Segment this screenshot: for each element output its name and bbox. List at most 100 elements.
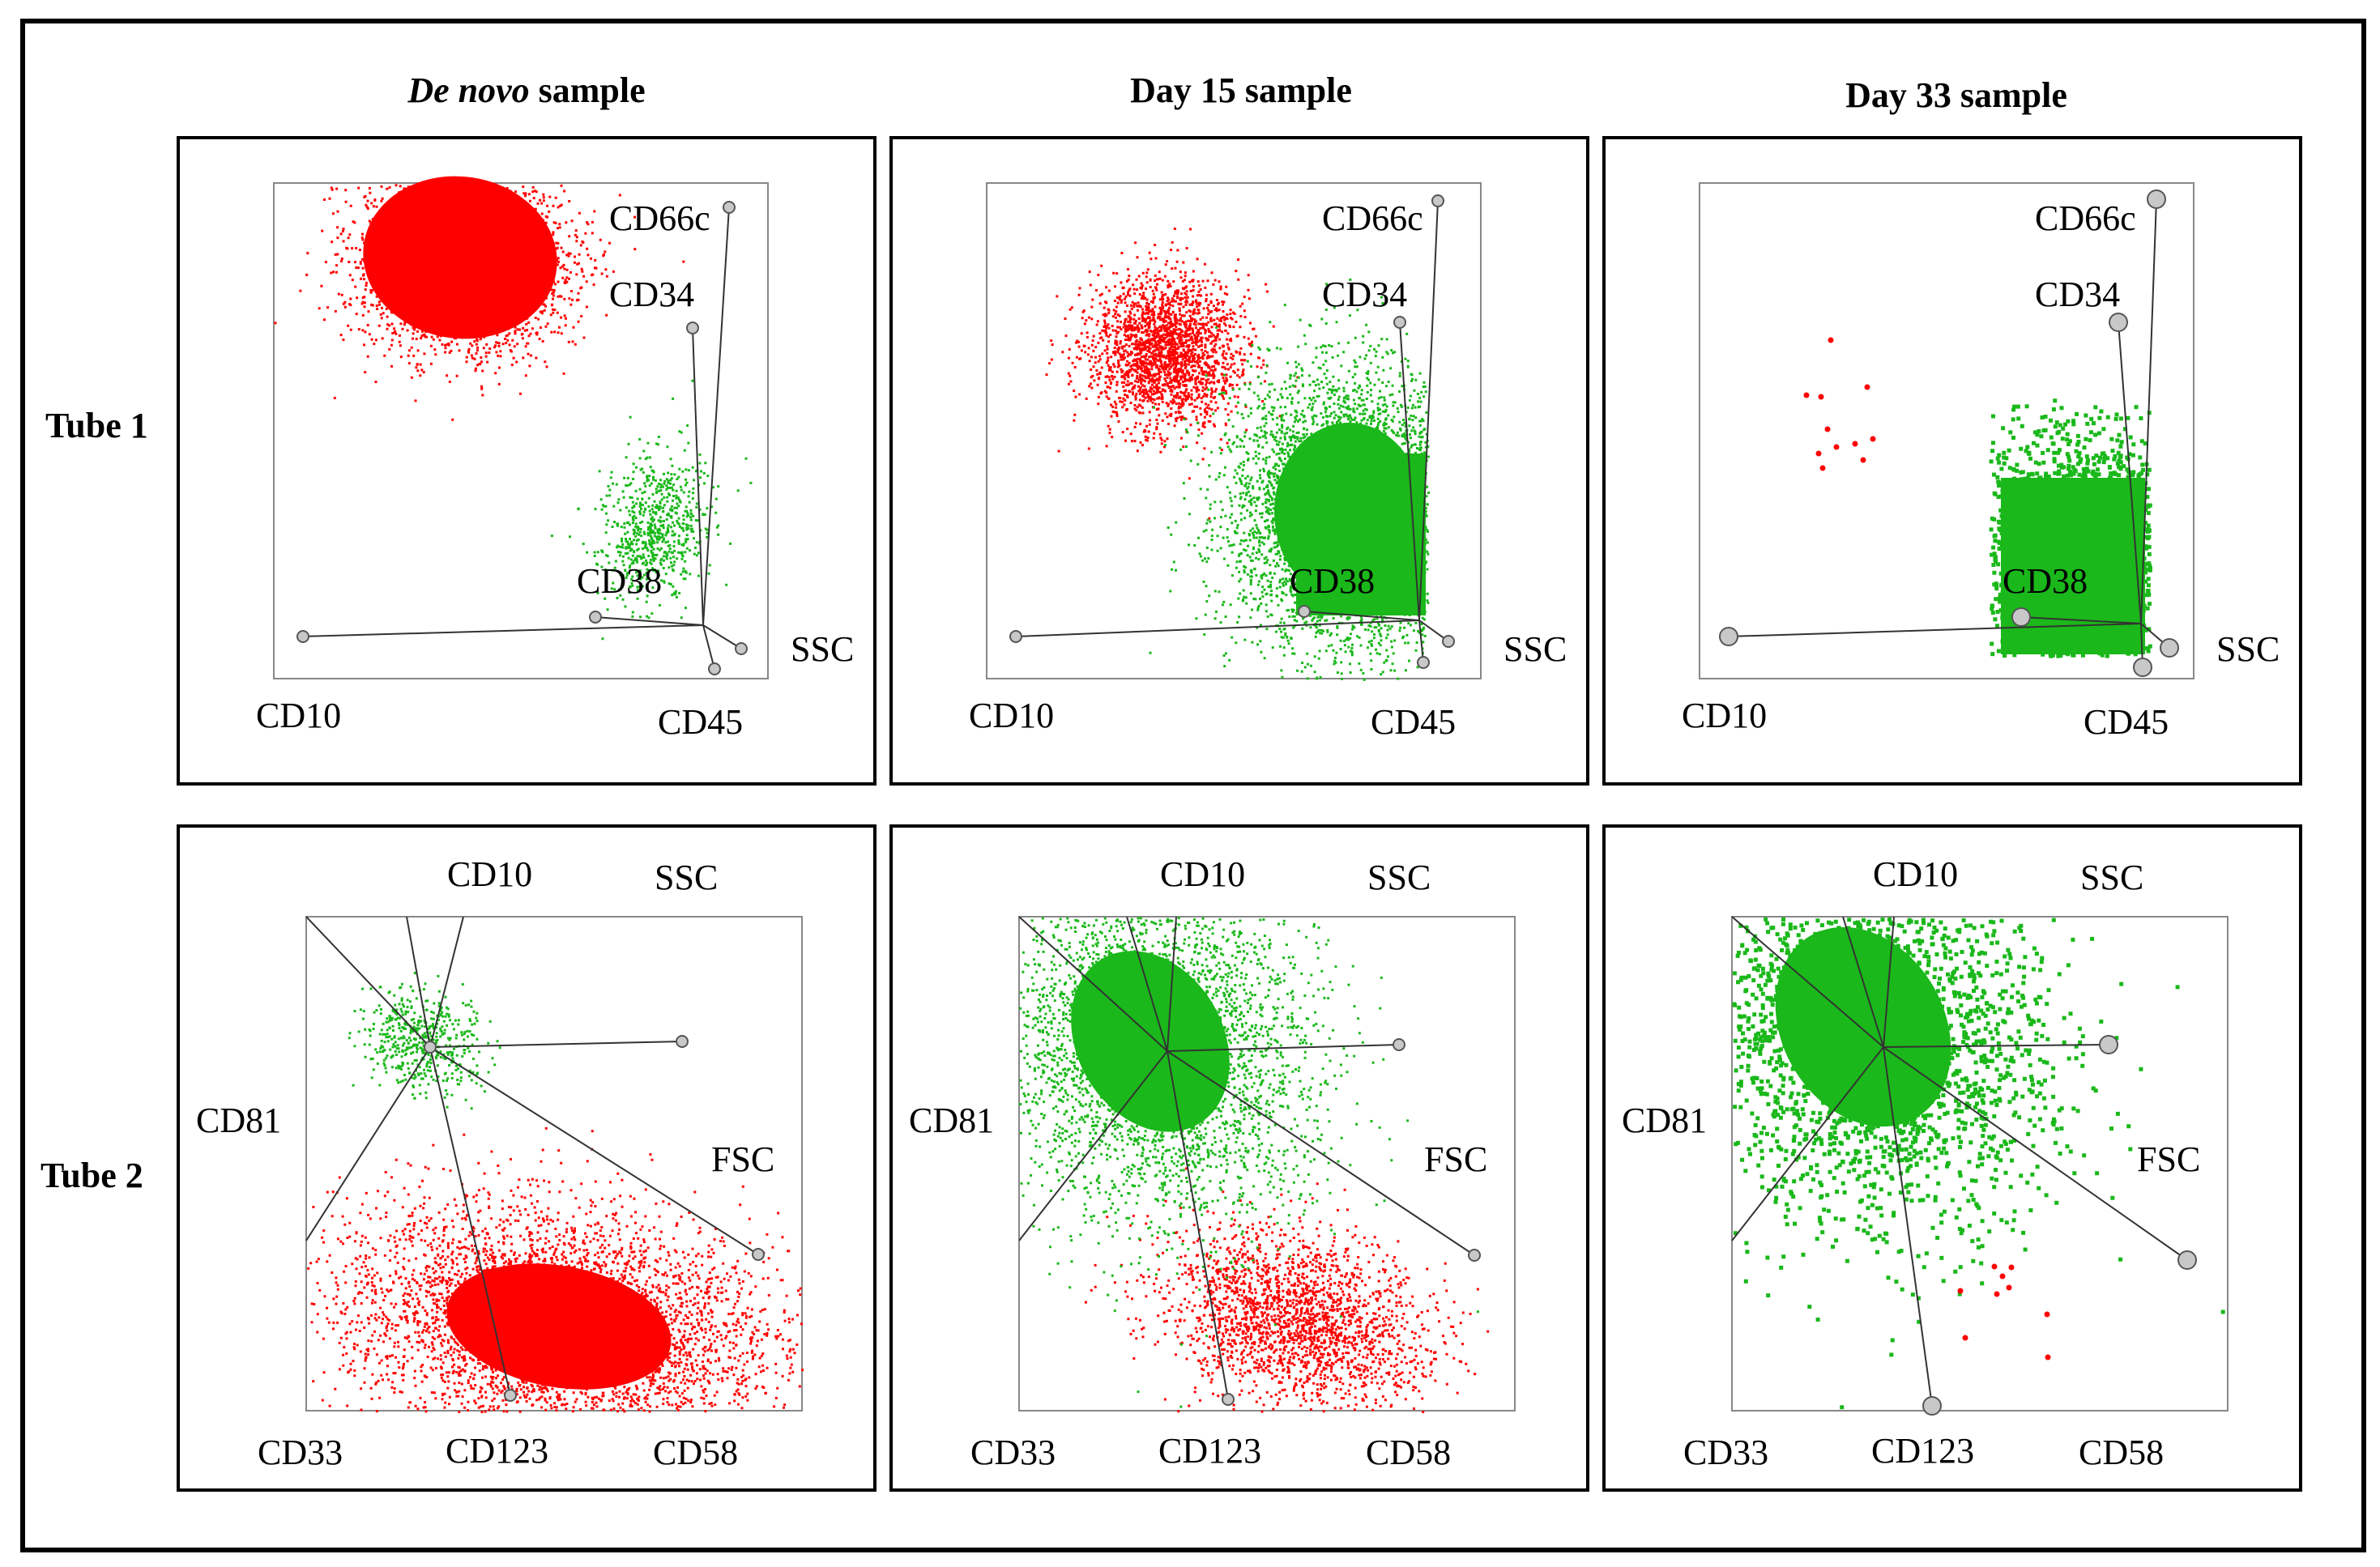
blast-event xyxy=(2044,1311,2050,1318)
fsc-axis-line xyxy=(1883,1046,2188,1261)
cd10-anchor-icon xyxy=(1719,627,1738,646)
cd38-anchor-icon xyxy=(1298,605,1311,618)
panel-tube2-day-15: CD10 SSC CD81 FSC CD33 CD123 CD58 xyxy=(889,824,1589,1492)
ssc-label: SSC xyxy=(1367,858,1431,897)
panel-tube1-day-33: CD66c CD34 CD38 SSC CD10 CD45 xyxy=(1602,136,2302,786)
ssc-anchor-icon xyxy=(1442,635,1455,648)
cd123-label: CD123 xyxy=(446,1431,548,1471)
cd45-label: CD45 xyxy=(658,702,743,742)
cd38-label: CD38 xyxy=(2003,561,2088,601)
normal-cells-dense xyxy=(1296,453,1426,615)
ssc-label: SSC xyxy=(2216,629,2280,669)
fsc-axis-line xyxy=(1167,1050,1475,1256)
outer-frame xyxy=(20,19,2366,1552)
column-header-day-33: Day 33 sample xyxy=(1845,75,2067,115)
cd45-axis-line xyxy=(702,624,715,670)
cd34-anchor-icon xyxy=(2109,313,2128,332)
blast-event xyxy=(1860,457,1866,463)
cd33-label: CD33 xyxy=(1683,1433,1768,1472)
cd10-anchor-icon xyxy=(296,630,309,643)
cd66c-axis-line xyxy=(702,207,730,626)
column-header-de-novo: De novo sample xyxy=(407,70,645,110)
cd38-axis-line xyxy=(595,616,704,626)
normal-cells-core xyxy=(1775,926,1951,1127)
cd10-axis-line xyxy=(406,916,431,1048)
row-header-tube-1: Tube 1 xyxy=(45,406,148,445)
cd123-anchor-icon xyxy=(504,1389,517,1402)
blast-cells-events xyxy=(307,1126,804,1413)
panel-frame xyxy=(889,136,1589,786)
cd34-axis-line xyxy=(2118,321,2142,624)
plot-area xyxy=(273,182,769,679)
cd34-label: CD34 xyxy=(609,275,694,314)
normal-cells-core xyxy=(1071,951,1230,1132)
corner-axis-line xyxy=(1018,916,1168,1052)
blast-cells-core xyxy=(363,176,557,339)
cd34-anchor-icon xyxy=(686,321,699,334)
cd123-label: CD123 xyxy=(1158,1431,1261,1471)
plot-area xyxy=(1018,916,1516,1412)
cd38-label: CD38 xyxy=(1290,561,1375,601)
cd34-axis-line xyxy=(1399,321,1420,621)
corner-axis-line xyxy=(305,916,431,1048)
blast-event xyxy=(1852,441,1858,447)
cd45-axis-line xyxy=(1418,620,1424,663)
cd58-label: CD58 xyxy=(2079,1433,2164,1472)
cd81-label: CD81 xyxy=(1622,1101,1707,1140)
ssc-anchor-icon xyxy=(735,642,748,655)
cd45-anchor-icon xyxy=(708,662,721,675)
fsc-label: FSC xyxy=(1424,1139,1487,1179)
cd33-anchor-icon xyxy=(2099,1035,2118,1054)
cd45-anchor-icon xyxy=(1417,656,1430,669)
cd81-axis-line xyxy=(1018,1050,1168,1241)
cd33-axis-line xyxy=(1167,1044,1400,1052)
cd66c-anchor-icon xyxy=(723,201,736,214)
cd10-axis-line xyxy=(1015,620,1420,637)
cd33-label: CD33 xyxy=(970,1433,1056,1472)
cd33-anchor-icon xyxy=(1393,1038,1405,1051)
cd66c-label: CD66c xyxy=(1322,198,1423,238)
fsc-label: FSC xyxy=(711,1139,774,1179)
cd66c-axis-line xyxy=(1418,200,1439,621)
cd34-anchor-icon xyxy=(1393,316,1406,329)
cd45-label: CD45 xyxy=(1371,702,1456,742)
blast-event xyxy=(1991,1263,1998,1270)
blast-cells xyxy=(307,1126,804,1413)
cd10-axis-line xyxy=(1842,916,1884,1048)
cd66c-label: CD66c xyxy=(2035,198,2136,238)
ssc-axis-line xyxy=(429,916,464,1048)
cd34-label: CD34 xyxy=(2035,275,2120,314)
cd33-anchor-icon xyxy=(676,1035,689,1048)
cd34-label: CD34 xyxy=(1322,275,1407,314)
ssc-label: SSC xyxy=(1503,629,1567,669)
ssc-axis-line xyxy=(1167,916,1177,1052)
cd58-label: CD58 xyxy=(1366,1433,1451,1472)
cd10-axis-line xyxy=(1728,623,2142,637)
ssc-anchor-icon xyxy=(2160,638,2179,658)
plot-area xyxy=(1731,916,2229,1412)
blast-event xyxy=(2006,1284,2012,1291)
panel-tube2-day-33: CD10 SSC CD81 FSC CD33 CD123 CD58 xyxy=(1602,824,2302,1492)
cd10-label: CD10 xyxy=(1160,854,1245,894)
cd10-label: CD10 xyxy=(447,854,532,894)
blast-event xyxy=(1864,384,1870,390)
cd45-label: CD45 xyxy=(2084,702,2169,742)
blast-event xyxy=(1957,1288,1964,1294)
cd10-axis-line xyxy=(302,624,704,637)
cd123-axis-line xyxy=(1167,1050,1229,1400)
cd10-anchor-icon xyxy=(1009,630,1022,643)
cd38-label: CD38 xyxy=(577,561,662,601)
blast-event xyxy=(1818,394,1824,400)
column-header-day-15: Day 15 sample xyxy=(1130,70,1352,110)
cd34-axis-line xyxy=(692,327,704,626)
fsc-anchor-icon xyxy=(752,1248,765,1261)
normal-cells xyxy=(1989,398,2152,658)
cd10-label: CD10 xyxy=(256,696,341,735)
blast-event xyxy=(1994,1291,2000,1297)
cd81-label: CD81 xyxy=(909,1101,994,1140)
cd58-label: CD58 xyxy=(653,1433,738,1472)
blast-event xyxy=(2008,1264,2015,1271)
cd123-axis-line xyxy=(1883,1046,1933,1407)
cd33-axis-line xyxy=(429,1041,683,1048)
